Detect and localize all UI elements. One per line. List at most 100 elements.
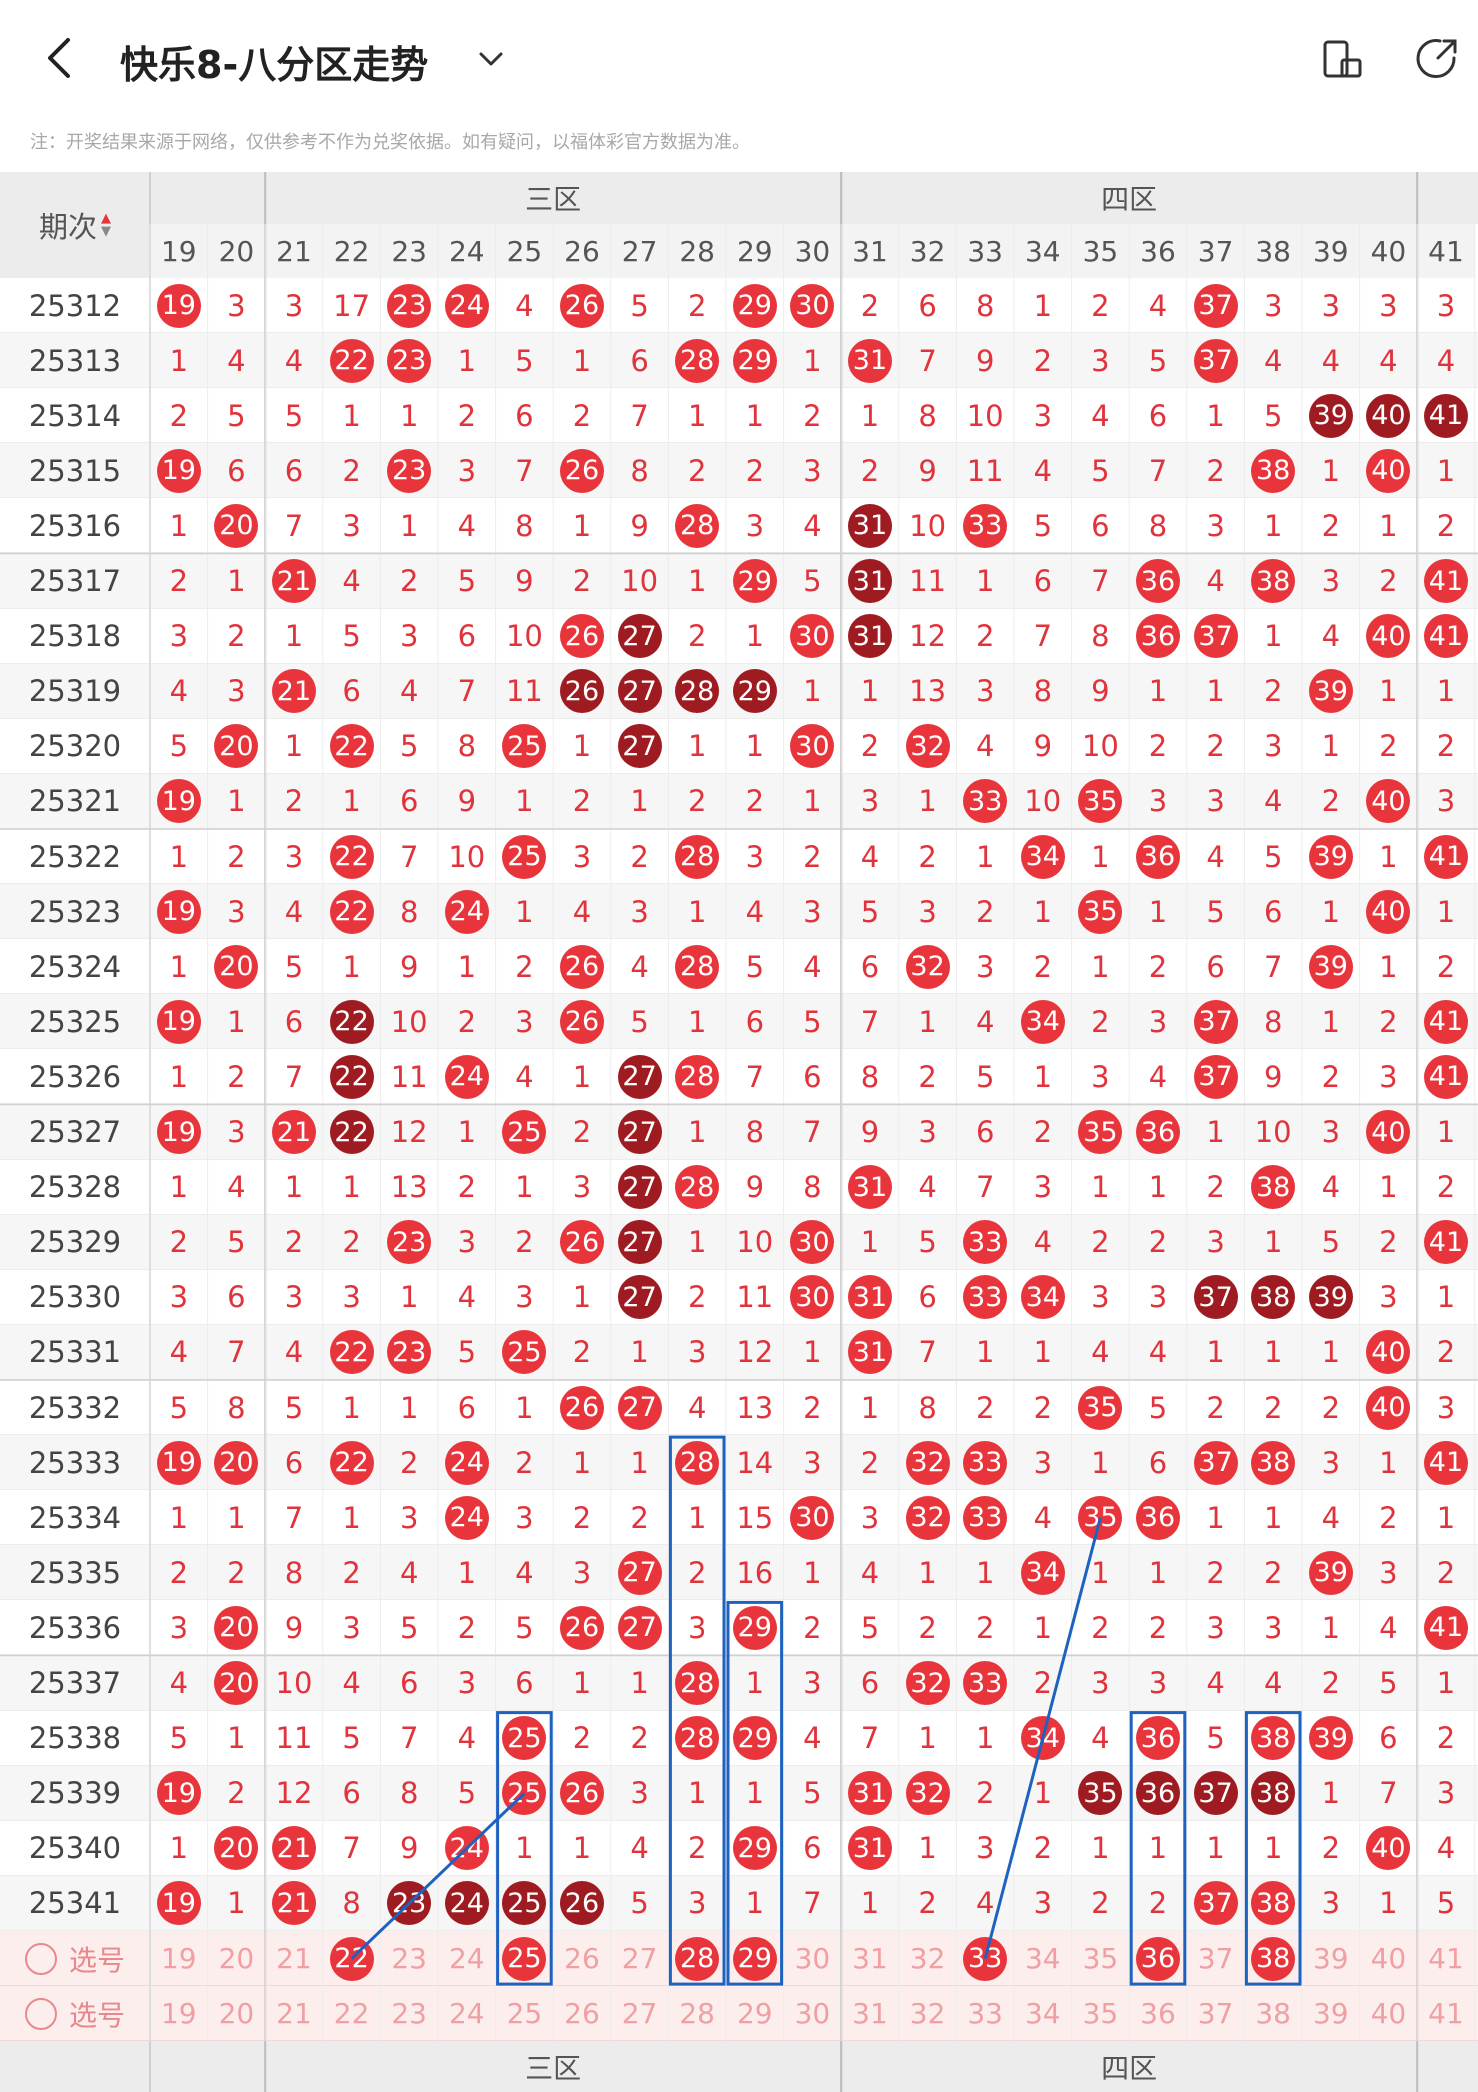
table-cell: 6 [284,1445,304,1480]
select-number-cell[interactable]: 31 [852,1997,888,2031]
select-number-cell[interactable]: 20 [218,1997,255,2031]
select-number-cell[interactable]: 21 [276,1997,312,2031]
select-number-cell[interactable]: 26 [564,1997,600,2031]
select-number-cell[interactable]: 34 [1024,1997,1061,2031]
column-number-header[interactable]: 32 [898,224,957,278]
column-number-header[interactable]: 37 [1186,224,1245,278]
column-number-header[interactable]: 36 [1129,224,1187,278]
column-number-header[interactable]: 22 [322,224,381,278]
select-number-cell[interactable]: 35 [1082,1997,1119,2031]
table-cell: 3 [687,1335,707,1370]
table-cell: 1 [1033,1335,1053,1370]
select-number-cell[interactable]: 24 [448,1942,485,1976]
select-number-cell[interactable]: 20 [218,1942,255,1976]
select-number-cell[interactable]: 27 [621,1942,658,1976]
select-number-cell[interactable]: 36 [1140,1997,1176,2031]
table-cell: 1 [803,674,822,709]
column-number-header[interactable]: 27 [610,224,669,278]
select-number-cell[interactable]: 25 [506,1997,543,2031]
table-cell: 23 [380,1876,438,1931]
issue-column-header[interactable]: 期次 ▲ ▼ [0,172,150,278]
column-number-header[interactable]: 25 [495,224,554,278]
table-cell: 28 [668,498,726,553]
select-number-cell[interactable]: 24 [448,1997,485,2031]
drawn-number-ball: 39 [1308,1275,1353,1320]
select-number-cell[interactable]: 29 [736,1997,773,2031]
column-number-header[interactable]: 30 [783,224,842,278]
select-number-cell[interactable]: 35 [1082,1942,1119,1976]
select-number-cell[interactable]: 30 [794,1942,831,1976]
table-cell: 25 [496,719,554,774]
select-number-cell[interactable]: 32 [909,1942,946,1976]
share-icon[interactable] [1414,36,1460,82]
select-number-cell[interactable]: 23 [391,1942,427,1976]
select-number-cell[interactable]: 25 [496,1931,554,1986]
chevron-down-icon[interactable] [476,44,506,74]
select-number-cell[interactable]: 38 [1255,1997,1291,2031]
select-number-cell[interactable]: 39 [1312,1997,1349,2031]
back-arrow-icon[interactable] [40,28,80,88]
select-number-cell[interactable]: 36 [1129,1931,1187,1986]
column-number-header[interactable]: 23 [380,224,438,278]
select-number-cell[interactable]: 40 [1370,1942,1407,1976]
select-number-cell[interactable]: 38 [1244,1931,1302,1986]
screen-rotate-icon[interactable] [1320,36,1366,82]
radio-button[interactable] [24,1997,57,2030]
column-number-header[interactable]: 26 [553,224,611,278]
select-number-cell[interactable]: 33 [967,1997,1003,2031]
column-number-header[interactable]: 39 [1302,224,1360,278]
select-number-cell[interactable]: 26 [564,1942,600,1976]
select-number-cell[interactable]: 27 [621,1997,658,2031]
column-number-header[interactable]: 19 [150,224,208,278]
table-cell: 1 [630,784,649,819]
select-number-cell[interactable]: 33 [956,1931,1014,1986]
table-cell: 10 [390,1004,428,1039]
column-number-header[interactable]: 20 [207,224,266,278]
select-row-label[interactable]: 选号 [0,1986,150,2041]
select-number-cell[interactable]: 40 [1370,1997,1407,2031]
select-number-cell[interactable]: 34 [1024,1942,1061,1976]
select-number-cell[interactable]: 21 [276,1942,312,1976]
select-number-cell[interactable]: 30 [794,1997,831,2031]
select-number-cell[interactable]: 31 [852,1942,888,1976]
drawn-number-ball: 23 [387,283,432,328]
column-number-header[interactable]: 21 [265,224,323,278]
select-number-cell[interactable]: 41 [1428,1997,1464,2031]
select-number-cell[interactable]: 39 [1312,1942,1349,1976]
page-title[interactable]: 快乐8-八分区走势 [120,43,429,87]
column-number-header[interactable]: 41 [1417,224,1475,278]
column-number-header[interactable]: 38 [1244,224,1302,278]
select-number-cell[interactable]: 28 [679,1997,715,2031]
column-number-header[interactable]: 29 [726,224,784,278]
select-number-cell[interactable]: 28 [668,1931,726,1986]
select-number-cell[interactable]: 32 [909,1997,946,2031]
table-cell: 5 [803,1004,822,1039]
table-cell: 6 [457,619,477,654]
issue-number: 25337 [28,1666,122,1701]
select-number-cell[interactable]: 19 [160,1942,197,1976]
select-number-cell[interactable]: 29 [726,1931,784,1986]
column-number-header[interactable]: 33 [956,224,1014,278]
table-cell: 3 [169,619,189,654]
column-number-header[interactable]: 31 [841,224,899,278]
select-number-cell[interactable]: 22 [323,1931,381,1986]
select-number-cell[interactable]: 19 [160,1997,197,2031]
column-number-header[interactable]: 24 [438,224,496,278]
select-number-cell[interactable]: 22 [333,1997,370,2031]
table-cell: 2 [1436,1555,1456,1590]
select-number-cell[interactable]: 23 [391,1997,427,2031]
table-cell: 9 [399,1831,419,1866]
table-cell: 1 [803,784,822,819]
drawn-number-ball: 25 [502,834,547,879]
radio-button[interactable] [24,1942,57,1975]
column-number-header[interactable]: 35 [1071,224,1130,278]
drawn-number-ball: 26 [559,448,604,493]
column-number-header[interactable]: 34 [1014,224,1072,278]
sort-icon[interactable]: ▲ ▼ [101,212,111,238]
column-number-header[interactable]: 40 [1359,224,1418,278]
column-number-header[interactable]: 28 [668,224,726,278]
select-number-cell[interactable]: 37 [1197,1997,1234,2031]
select-number-cell[interactable]: 41 [1428,1942,1464,1976]
select-number-cell[interactable]: 37 [1197,1942,1234,1976]
select-row-label[interactable]: 选号 [0,1931,150,1986]
